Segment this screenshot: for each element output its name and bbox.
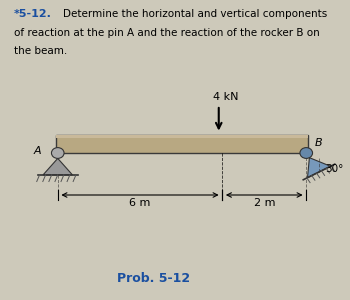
Polygon shape [308, 158, 330, 178]
Text: 30°: 30° [326, 164, 344, 175]
Polygon shape [56, 135, 308, 153]
Text: of reaction at the pin A and the reaction of the rocker B on: of reaction at the pin A and the reactio… [14, 28, 320, 38]
Text: 4 kN: 4 kN [213, 92, 238, 102]
Text: *5-12.: *5-12. [14, 9, 52, 19]
Text: the beam.: the beam. [14, 46, 67, 56]
Circle shape [51, 148, 64, 158]
Polygon shape [56, 135, 308, 138]
Polygon shape [43, 158, 72, 175]
Text: 6 m: 6 m [129, 198, 151, 208]
Text: B: B [315, 137, 323, 148]
Text: A: A [33, 146, 41, 157]
Circle shape [300, 148, 313, 158]
Text: Determine the horizontal and vertical components: Determine the horizontal and vertical co… [63, 9, 327, 19]
Text: Prob. 5-12: Prob. 5-12 [118, 272, 190, 285]
Text: 2 m: 2 m [253, 198, 275, 208]
